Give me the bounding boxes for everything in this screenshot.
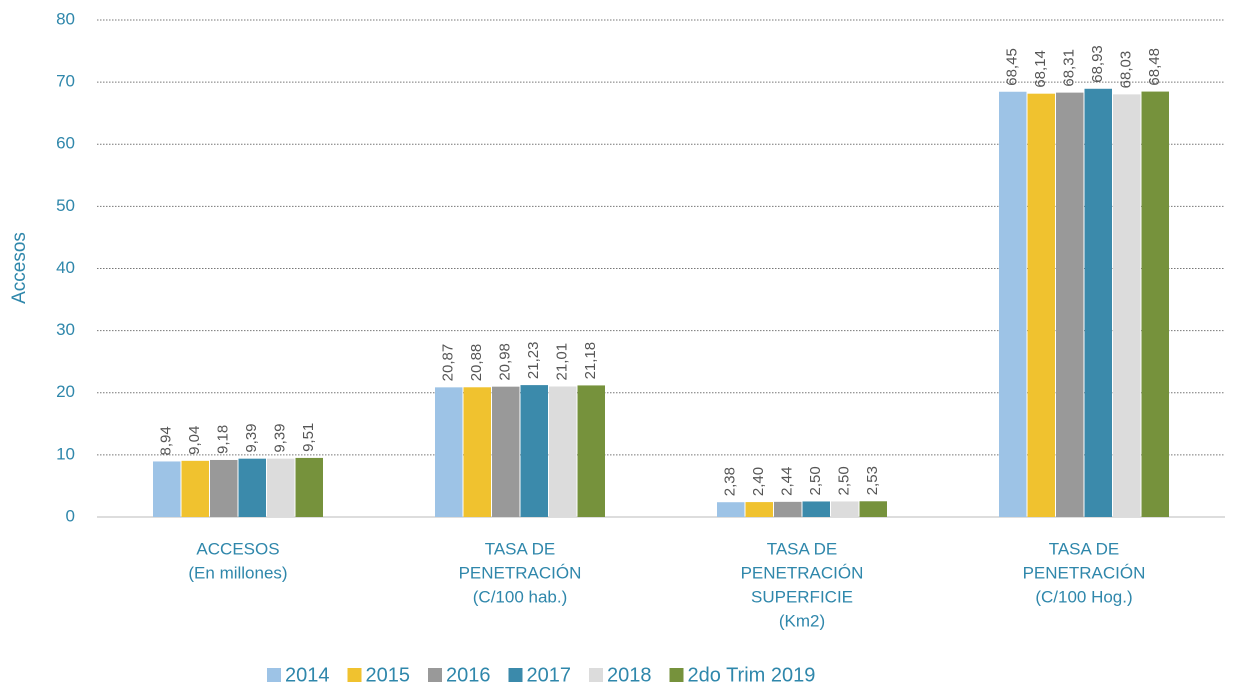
- data-label: 9,51: [300, 423, 317, 452]
- bar: [1084, 88, 1112, 518]
- legend-swatch: [508, 668, 523, 682]
- bar: [549, 386, 577, 517]
- x-tick-label: TASA DE: [767, 539, 838, 558]
- data-label: 2,38: [722, 467, 739, 496]
- data-label: 2,40: [750, 467, 767, 496]
- x-tick-label: PENETRACIÓN: [459, 563, 582, 582]
- data-label: 9,04: [186, 426, 203, 455]
- bar: [520, 385, 548, 517]
- data-label: 9,18: [215, 425, 232, 454]
- legend-swatch: [267, 668, 281, 682]
- x-tick-label: (C/100 Hog.): [1035, 587, 1132, 606]
- data-label: 68,93: [1089, 45, 1106, 83]
- bar: [802, 501, 830, 517]
- data-label: 2,53: [864, 466, 881, 495]
- bar: [435, 387, 463, 517]
- legend-label: 2018: [607, 664, 652, 686]
- data-label: 20,87: [440, 344, 457, 382]
- bar: [999, 91, 1027, 518]
- y-tick-label: 0: [66, 506, 75, 525]
- bar: [238, 458, 266, 517]
- data-label: 2,50: [836, 466, 853, 495]
- legend-label: 2017: [527, 664, 572, 686]
- x-tick-label: PENETRACIÓN: [1023, 563, 1146, 582]
- y-tick-label: 10: [56, 444, 75, 463]
- data-label: 21,18: [582, 342, 599, 380]
- data-label: 21,01: [554, 343, 571, 381]
- legend-label: 2016: [446, 664, 491, 686]
- data-label: 20,88: [468, 344, 485, 382]
- data-label: 68,45: [1004, 48, 1021, 86]
- y-tick-label: 40: [56, 258, 75, 277]
- data-label: 9,39: [243, 423, 260, 452]
- bar: [267, 458, 295, 517]
- y-tick-label: 70: [56, 72, 75, 91]
- legend-swatch: [347, 668, 362, 682]
- data-label: 68,03: [1118, 51, 1135, 89]
- data-label: 2,50: [807, 466, 824, 495]
- bar: [181, 460, 209, 517]
- data-label: 20,98: [497, 343, 514, 381]
- legend-swatch: [589, 668, 603, 682]
- x-tick-label: (En millones): [188, 563, 287, 582]
- bar: [492, 386, 520, 517]
- bar: [463, 387, 491, 517]
- y-tick-label: 50: [56, 196, 75, 215]
- bar: [831, 501, 859, 517]
- y-tick-label: 80: [56, 9, 75, 28]
- bar: [577, 385, 605, 517]
- bar: [717, 502, 745, 517]
- bar: [1056, 92, 1084, 518]
- x-tick-label: ACCESOS: [196, 539, 279, 558]
- data-label: 9,39: [272, 423, 289, 452]
- data-label: 68,14: [1032, 50, 1049, 88]
- x-tick-label: PENETRACIÓN: [741, 563, 864, 582]
- legend-swatch: [669, 668, 684, 682]
- y-axis-title: Accesos: [9, 232, 30, 304]
- bar: [745, 502, 773, 517]
- bar: [859, 501, 887, 517]
- data-label: 21,23: [525, 342, 542, 380]
- legend-label: 2014: [285, 664, 330, 686]
- data-label: 68,31: [1061, 49, 1078, 87]
- x-tick-label: TASA DE: [1049, 539, 1120, 558]
- x-tick-label: (C/100 hab.): [473, 587, 568, 606]
- data-label: 68,48: [1146, 48, 1163, 86]
- bar: [210, 459, 238, 517]
- x-tick-label: (Km2): [779, 611, 825, 630]
- bar: [1113, 94, 1141, 518]
- bar: [153, 461, 181, 517]
- y-tick-label: 20: [56, 382, 75, 401]
- y-tick-label: 60: [56, 134, 75, 153]
- bar: [295, 457, 323, 517]
- y-tick-label: 30: [56, 320, 75, 339]
- x-tick-label: SUPERFICIE: [751, 587, 853, 606]
- x-tick-label: TASA DE: [485, 539, 556, 558]
- legend-label: 2do Trim 2019: [688, 664, 816, 686]
- legend-swatch: [428, 668, 442, 682]
- bar: [1027, 93, 1055, 518]
- data-label: 8,94: [158, 426, 175, 455]
- data-label: 2,44: [779, 467, 796, 496]
- bar: [774, 501, 802, 517]
- bar: [1141, 91, 1169, 518]
- legend-label: 2015: [366, 664, 411, 686]
